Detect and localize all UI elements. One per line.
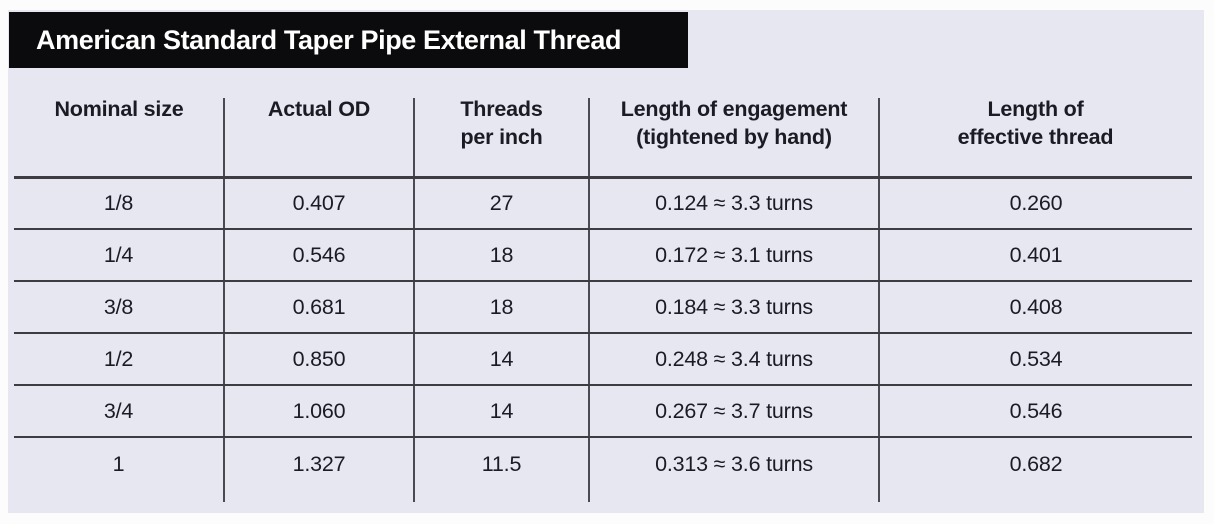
cell-length-of-engagement: 0.248 ≈ 3.4 turns	[588, 333, 879, 386]
cell-threads-per-inch: 14	[413, 333, 589, 386]
cell-length-of-effective-thread: 0.534	[878, 333, 1192, 386]
table-row: 1 1.327 11.5 0.313 ≈ 3.6 turns 0.682	[14, 437, 1192, 502]
cell-actual-od: 1.060	[223, 385, 414, 438]
cell-length-of-effective-thread: 0.401	[878, 229, 1192, 282]
cell-nominal-size: 1/4	[14, 229, 224, 282]
cell-length-of-engagement: 0.172 ≈ 3.1 turns	[588, 229, 879, 282]
cell-nominal-size: 1	[112, 451, 125, 476]
cell-length-of-engagement: 0.267 ≈ 3.7 turns	[588, 385, 879, 438]
cell-threads-per-inch: 18	[413, 229, 589, 282]
cell-actual-od: 1.327	[223, 437, 414, 502]
col-header-label: Nominal size	[54, 97, 184, 121]
header-row: Nominal size Actual OD Threads per inch …	[14, 68, 1192, 179]
cell-actual-od: 0.850	[223, 333, 414, 386]
cell-nominal-size: 3/4	[14, 385, 224, 438]
cell-length-of-engagement: 0.184 ≈ 3.3 turns	[588, 281, 879, 334]
table-row: 1/2 0.850 14 0.248 ≈ 3.4 turns 0.534	[14, 333, 1192, 386]
table-row: 3/8 0.681 18 0.184 ≈ 3.3 turns 0.408	[14, 281, 1192, 334]
col-header-label: Actual OD	[267, 97, 371, 121]
cell-nominal-size: 3/8	[14, 281, 224, 334]
table-row: 1/4 0.546 18 0.172 ≈ 3.1 turns 0.401	[14, 229, 1192, 282]
cell-length-of-effective-thread: 0.408	[878, 281, 1192, 334]
cell-actual-od: 0.407	[223, 177, 414, 230]
cell-threads-per-inch: 27	[413, 177, 589, 230]
cell-nominal-size: 1/2	[14, 333, 224, 386]
cell-actual-od: 0.681	[223, 281, 414, 334]
table-panel: American Standard Taper Pipe External Th…	[8, 10, 1204, 513]
cell-length-of-engagement: 0.313 ≈ 3.6 turns	[588, 437, 879, 502]
col-header-actual-od: Actual OD	[223, 68, 414, 179]
col-header-label: Threads per inch	[460, 97, 543, 149]
cell-nominal-size: 1/8	[14, 177, 224, 230]
table-row: 3/4 1.060 14 0.267 ≈ 3.7 turns 0.546	[14, 385, 1192, 438]
cell-length-of-effective-thread: 0.260	[878, 177, 1192, 230]
col-header-nominal-size: Nominal size	[14, 68, 224, 179]
cell-actual-od: 0.546	[223, 229, 414, 282]
table-title-bar: American Standard Taper Pipe External Th…	[9, 12, 688, 68]
col-header-length-of-effective-thread: Length of effective thread	[878, 68, 1192, 179]
col-header-threads-per-inch: Threads per inch	[413, 68, 589, 179]
col-header-label: Length of engagement (tightened by hand)	[620, 97, 848, 149]
cell-threads-per-inch: 14	[413, 385, 589, 438]
col-header-label: Length of effective thread	[957, 97, 1114, 149]
cell-threads-per-inch: 11.5	[413, 437, 589, 502]
col-header-length-of-engagement: Length of engagement (tightened by hand)	[588, 68, 879, 179]
cell-length-of-effective-thread: 0.682	[878, 437, 1192, 502]
table-row: 1/8 0.407 27 0.124 ≈ 3.3 turns 0.260	[14, 177, 1192, 230]
pipe-thread-table: Nominal size Actual OD Threads per inch …	[14, 68, 1192, 502]
cell-length-of-engagement: 0.124 ≈ 3.3 turns	[588, 177, 879, 230]
cell-length-of-effective-thread: 0.546	[878, 385, 1192, 438]
cell-threads-per-inch: 18	[413, 281, 589, 334]
table-title: American Standard Taper Pipe External Th…	[36, 24, 622, 55]
